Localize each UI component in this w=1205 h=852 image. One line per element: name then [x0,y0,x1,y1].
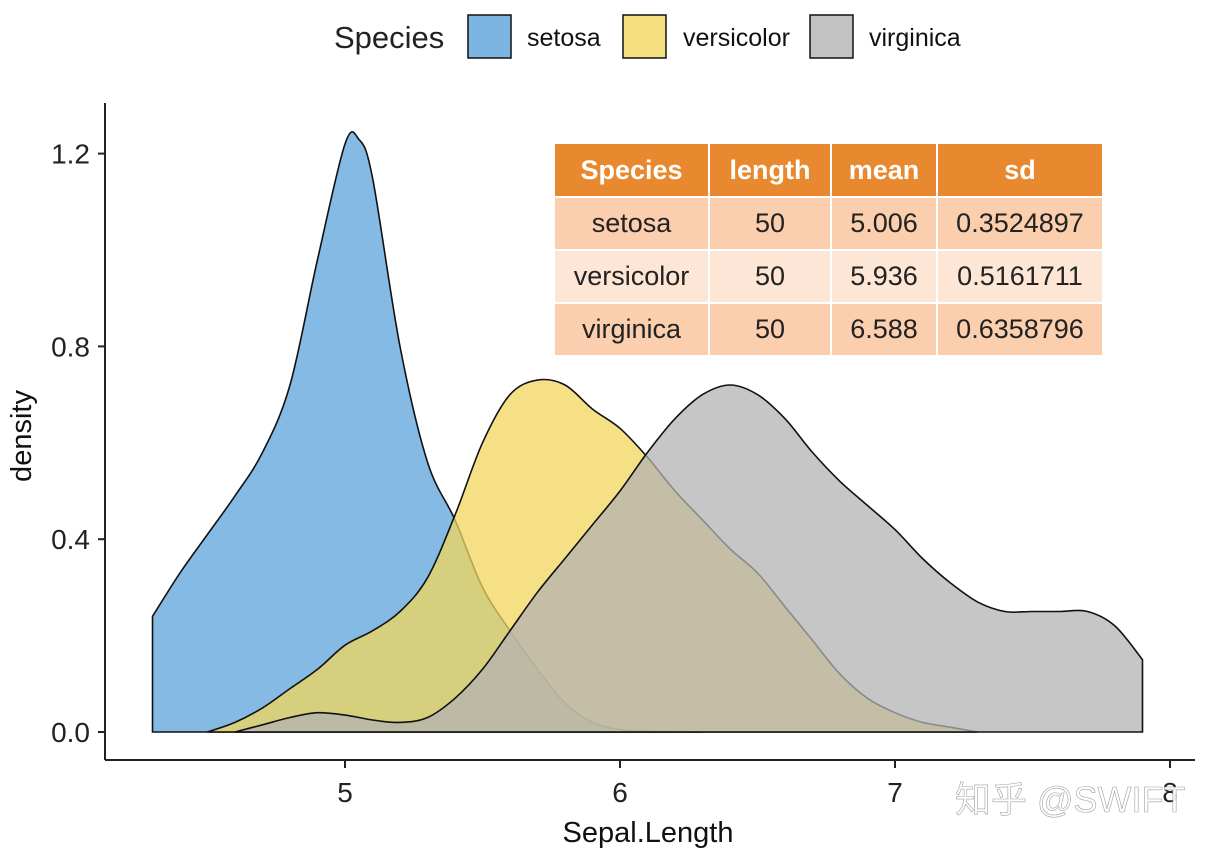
y-tick-label: 0.8 [51,331,90,362]
legend-key-versicolor [622,14,667,59]
legend-label-virginica: virginica [869,24,961,52]
table-cell: setosa [553,196,710,251]
density-area-virginica [234,384,1144,733]
y-tick-label: 0.4 [51,524,90,555]
table-cell: virginica [553,302,710,357]
y-tick-label: 1.2 [51,139,90,170]
legend-title: Species [334,20,444,55]
table-cell: 50 [708,196,832,251]
legend: Species setosa versicolor virginica [334,14,961,59]
table-header-cell: sd [936,142,1104,198]
x-axis-ticks: 5 6 7 8 [337,760,1178,808]
table-header-cell: length [708,142,832,198]
watermark: 知乎 @SWIFT [955,779,1186,820]
y-axis-title: density [6,390,38,482]
legend-key-virginica [809,14,854,59]
y-tick-label: 0.0 [51,717,90,748]
table-row: versicolor 50 5.936 0.5161711 [553,249,1104,304]
table-cell: 6.588 [830,302,938,357]
table-header-cell: mean [830,142,938,198]
legend-key-setosa [467,14,512,59]
legend-label-versicolor: versicolor [683,24,790,52]
table-row: virginica 50 6.588 0.6358796 [553,302,1104,357]
table-cell: 5.006 [830,196,938,251]
table-cell: 50 [708,302,832,357]
x-axis-title: Sepal.Length [563,817,734,849]
table-cell: 0.3524897 [936,196,1104,251]
table-cell: 5.936 [830,249,938,304]
summary-table: Species length mean sd setosa 50 5.006 0… [553,142,1104,357]
table-cell: 50 [708,249,832,304]
table-row: setosa 50 5.006 0.3524897 [553,196,1104,251]
x-tick-label: 8 [1162,777,1178,808]
table-cell: 0.6358796 [936,302,1104,357]
table-cell: 0.5161711 [936,249,1104,304]
x-tick-label: 6 [612,777,628,808]
y-axis-ticks: 0.0 0.4 0.8 1.2 [51,139,105,748]
table-cell: versicolor [553,249,710,304]
table-header-cell: Species [553,142,710,198]
axes: 0.0 0.4 0.8 1.2 5 6 7 8 Sepal.Length density [6,103,1195,849]
density-areas [151,131,1144,733]
x-tick-label: 7 [887,777,903,808]
table-header-row: Species length mean sd [553,142,1104,198]
legend-label-setosa: setosa [527,24,601,52]
x-tick-label: 5 [337,777,353,808]
